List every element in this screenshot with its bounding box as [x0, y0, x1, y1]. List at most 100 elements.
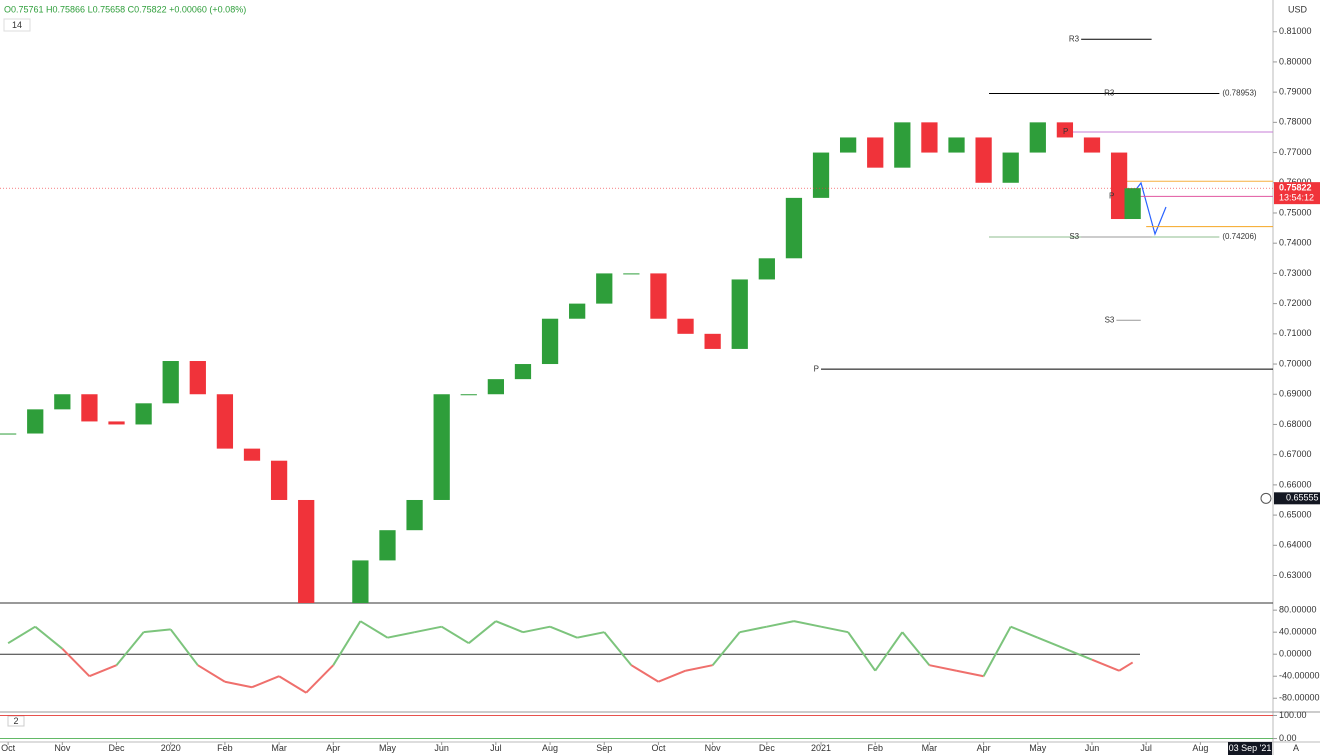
y-tick-label: 0.74000	[1279, 238, 1312, 248]
oscillator-segment	[956, 669, 984, 678]
pivot-label: (0.78953)	[1222, 89, 1257, 98]
y-tick-label: 0.63000	[1279, 570, 1312, 580]
oscillator-segment	[7, 625, 36, 645]
y-tick-label: -40.00000	[1279, 671, 1320, 681]
oscillator-segment	[61, 647, 91, 677]
date-label-box	[1228, 742, 1272, 755]
oscillator-segment	[847, 631, 877, 672]
oscillator-segment	[495, 620, 524, 634]
oscillator-segment	[630, 664, 659, 683]
pivot-label: P	[1063, 127, 1068, 136]
y-tick-label: 0.80000	[1279, 56, 1312, 66]
oscillator-segment	[1064, 647, 1093, 661]
x-tick-label: Jul	[1140, 743, 1152, 753]
y-tick-label: 100.00	[1279, 710, 1307, 720]
oscillator-segment	[576, 631, 605, 639]
candle	[1083, 137, 1101, 153]
y-tick-label: 0.81000	[1279, 26, 1312, 36]
candle	[650, 273, 667, 319]
oscillator-segment	[332, 620, 362, 666]
candle	[541, 318, 559, 365]
x-tick-label: Aug	[542, 743, 558, 753]
candle	[487, 379, 504, 395]
candle	[569, 303, 586, 319]
indicator-label: 14	[12, 20, 22, 30]
candle	[460, 394, 477, 396]
oscillator-segment	[929, 664, 957, 672]
candle	[596, 273, 613, 304]
pivot-label: R3	[1104, 89, 1115, 98]
oscillator-segment	[224, 680, 253, 689]
y-tick-label: 0.66000	[1279, 479, 1312, 489]
candle	[81, 394, 98, 422]
candle	[704, 333, 721, 349]
oscillator-segment	[305, 664, 335, 694]
candle	[894, 122, 911, 168]
crosshair-box	[1274, 492, 1320, 505]
auto-scale[interactable]: A	[1293, 743, 1299, 753]
y-tick-label: 0.67000	[1279, 449, 1312, 459]
x-tick-label: Feb	[217, 743, 233, 753]
oscillator-segment	[549, 625, 578, 639]
oscillator-segment	[169, 628, 199, 666]
y-tick-label: 0.73000	[1279, 268, 1312, 278]
oscillator-segment	[793, 620, 822, 628]
indicator-label: 2	[13, 716, 18, 726]
oscillator-segment	[1118, 661, 1134, 672]
candle	[189, 361, 206, 395]
oscillator-segment	[278, 675, 307, 694]
candle	[243, 448, 261, 461]
candle	[975, 137, 992, 183]
y-tick-label: 0.71000	[1279, 328, 1312, 338]
candle	[270, 460, 288, 500]
oscillator-segment	[766, 620, 795, 628]
candle	[162, 361, 179, 404]
indicator-box[interactable]	[3, 18, 31, 32]
oscillator-segment	[522, 625, 551, 634]
x-tick-label: Jul	[490, 743, 502, 753]
candle	[1002, 152, 1019, 183]
y-tick-label: 40.00000	[1279, 627, 1317, 637]
x-tick-label: Oct	[1, 743, 16, 753]
oscillator-segment	[387, 631, 415, 639]
candle	[758, 258, 775, 280]
y-tick-label: 0.75000	[1279, 207, 1312, 217]
y-tick-label: 0.68000	[1279, 419, 1312, 429]
y-tick-label: 0.00	[1279, 733, 1297, 743]
oscillator-segment	[820, 625, 849, 634]
y-tick-label: 0.79000	[1279, 87, 1312, 97]
x-tick-label: Mar	[271, 743, 287, 753]
oscillator-segment	[739, 625, 768, 634]
x-tick-label: 2020	[161, 743, 181, 753]
oscillator-segment	[658, 669, 686, 683]
date-label: 03 Sep '21	[1229, 743, 1272, 753]
x-tick-label: Nov	[705, 743, 722, 753]
y-tick-label: 0.77000	[1279, 147, 1312, 157]
oscillator-segment	[901, 631, 931, 666]
candle	[1124, 188, 1141, 220]
oscillator-segment	[89, 664, 117, 678]
currency[interactable]: USD	[1288, 4, 1308, 14]
indicator-box[interactable]	[7, 715, 25, 727]
oscillator-segment	[115, 631, 145, 666]
last-price-box	[1274, 182, 1320, 205]
countdown: 13:54:12	[1279, 193, 1314, 203]
y-tick-label: 0.72000	[1279, 298, 1312, 308]
oscillator-segment	[359, 620, 389, 639]
x-tick-label: Dec	[109, 743, 126, 753]
pivot-label: P	[1109, 191, 1114, 200]
candle	[867, 137, 884, 168]
x-tick-label: Jun	[434, 743, 449, 753]
candle	[514, 364, 532, 380]
candle	[921, 122, 938, 153]
x-tick-label: Oct	[651, 743, 666, 753]
candle	[379, 530, 396, 561]
crosshair-plus[interactable]	[1260, 492, 1272, 504]
pivot-label: S3	[1069, 232, 1079, 241]
candle	[135, 403, 152, 425]
oscillator-segment	[603, 631, 633, 666]
candle	[108, 421, 125, 425]
x-tick-label: May	[1029, 743, 1047, 753]
oscillator-segment	[34, 625, 63, 650]
crosshair-value: 0.65555	[1286, 493, 1319, 503]
